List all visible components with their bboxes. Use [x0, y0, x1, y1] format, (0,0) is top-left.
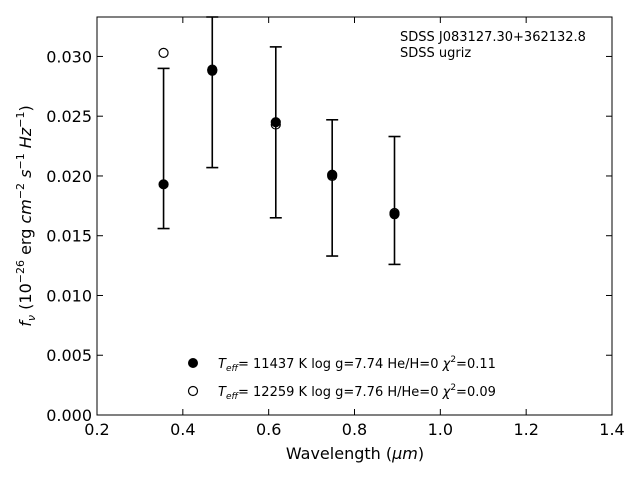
y-tick-label: 0.025: [46, 107, 92, 126]
y-axis-label: fν (10−26 erg cm−2 s−1 Hz−1): [14, 105, 38, 326]
x-tick-label: 1.4: [599, 420, 624, 439]
y-tick-label: 0.005: [46, 346, 92, 365]
legend-entry-1: Teff= 11437 K log g=7.74 He/H=0 χ2=0.11: [218, 355, 496, 374]
model-point-filled: [158, 179, 169, 190]
plot-area: [96, 16, 613, 416]
x-axis-label: Wavelength (μm): [286, 444, 424, 463]
legend-marker-filled: [188, 358, 198, 368]
model-point-open: [327, 170, 338, 182]
x-tick-label: 1.0: [428, 420, 453, 439]
y-tick-label: 0.020: [46, 167, 92, 186]
legend-marker-open: [187, 385, 199, 397]
annotation-filter-set: SDSS ugriz: [400, 46, 471, 61]
axis-ticks: 0.2 0.4 0.6 0.8 1.0 1.2 1.4 0.000 0.005 0.010 0.01…: [46, 17, 625, 439]
model-point-open: [389, 207, 400, 219]
x-tick-label: 0.4: [170, 420, 195, 439]
model-point-open: [207, 64, 218, 75]
legend-entry-2: Teff= 12259 K log g=7.76 H/He=0 χ2=0.09: [218, 383, 496, 402]
x-tick-label: 1.2: [513, 420, 538, 439]
annotation-object-name: SDSS J083127.30+362132.8: [400, 30, 586, 45]
y-tick-label: 0.015: [46, 227, 92, 246]
data-points: [158, 47, 400, 220]
y-tick-label: 0.010: [46, 286, 92, 305]
y-tick-label: 0.000: [46, 406, 92, 425]
x-tick-label: 0.8: [342, 420, 367, 439]
error-bars: [157, 16, 401, 266]
y-tick-label: 0.030: [46, 47, 92, 66]
model-point-open: [270, 119, 281, 130]
model-point-open: [158, 47, 169, 58]
x-tick-label: 0.6: [256, 420, 281, 439]
x-tick-label: 0.2: [84, 420, 109, 439]
legend: Teff= 11437 K log g=7.74 He/H=0 χ2=0.11 …: [187, 355, 496, 402]
